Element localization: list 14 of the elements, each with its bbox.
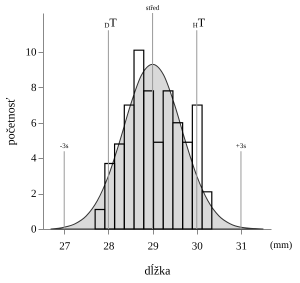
x-tick-label: 28	[103, 240, 115, 252]
y-tick-label: 2	[31, 188, 36, 200]
y-tick-label: 8	[31, 82, 37, 94]
y-tick-label: 4	[31, 152, 37, 165]
x-tick-label: 29	[148, 240, 160, 252]
text: (mm)	[270, 240, 292, 251]
y-tick-label: 10	[26, 46, 37, 58]
y-tick-label: 0	[31, 224, 37, 236]
y-tick-label: 6	[31, 117, 37, 130]
x-axis-title: dĺžka	[144, 264, 172, 278]
x-tick-label: 27	[59, 240, 71, 252]
y-axis-title: početnosť	[4, 98, 18, 146]
x-tick-label: 30	[192, 240, 204, 252]
x-tick-label: 31	[236, 240, 247, 252]
